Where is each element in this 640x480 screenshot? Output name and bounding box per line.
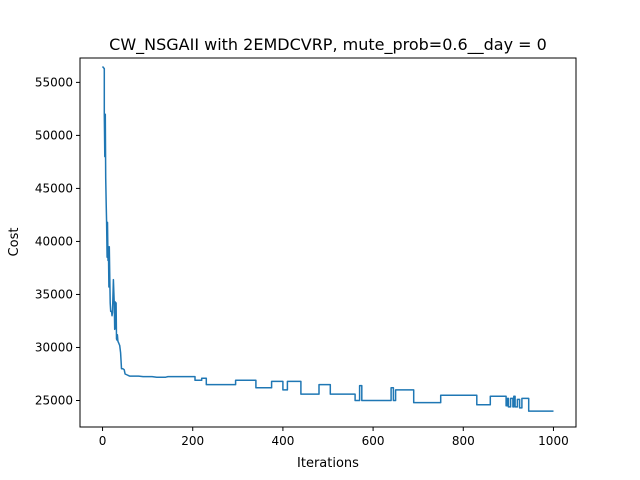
y-tick-label: 30000	[35, 340, 73, 354]
y-tick-label: 50000	[35, 128, 73, 142]
x-tick-label: 800	[452, 434, 475, 448]
chart-title: CW_NSGAII with 2EMDCVRP, mute_prob=0.6__…	[109, 35, 547, 55]
y-tick-label: 35000	[35, 287, 73, 301]
y-tick-label: 40000	[35, 234, 73, 248]
plot-background	[80, 58, 576, 427]
series-layer	[101, 66, 554, 412]
x-axis-ticks: 0 200 400 600 800 1000	[99, 427, 569, 448]
y-axis-label: Cost	[7, 228, 22, 257]
y-tick-label: 55000	[35, 75, 73, 89]
y-tick-label: 25000	[35, 393, 73, 407]
x-tick-label: 200	[181, 434, 204, 448]
x-tick-label: 600	[362, 434, 385, 448]
x-tick-label: 1000	[538, 434, 569, 448]
y-tick-label: 45000	[35, 181, 73, 195]
y-axis-ticks: 25000 30000 35000 40000 45000 50000 55000	[35, 75, 80, 407]
x-axis-label: Iterations	[297, 456, 359, 471]
series-line-cost	[101, 66, 554, 412]
plot-frame	[79, 57, 577, 428]
x-tick-label: 400	[271, 434, 294, 448]
x-tick-label: 0	[99, 434, 107, 448]
